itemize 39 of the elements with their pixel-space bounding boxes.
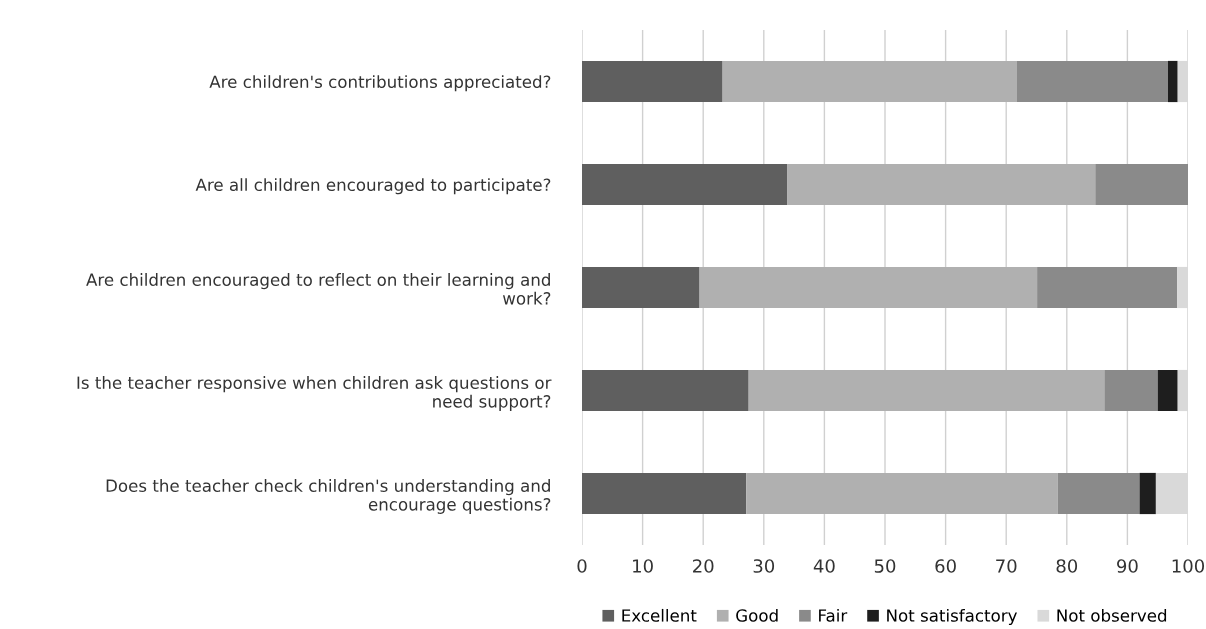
bar <box>722 60 1017 103</box>
x-tick-label: 60 <box>935 559 956 573</box>
x-tick-label: 10 <box>633 559 653 573</box>
x-tick-label: 80 <box>1056 559 1078 573</box>
bar <box>1037 266 1178 309</box>
bar <box>582 266 700 309</box>
x-tick-label: 100 <box>1172 559 1205 573</box>
x-tick-label: 90 <box>1117 559 1138 573</box>
legend-label: Fair <box>819 608 848 622</box>
bar <box>1095 163 1188 206</box>
x-tick-label: 40 <box>813 559 835 573</box>
bar <box>582 369 749 412</box>
y-tick-label: Are children's contributions appreciated? <box>209 75 551 92</box>
bar <box>582 163 788 206</box>
legend-label: Not satisfactory <box>887 608 1017 626</box>
x-tick-label: 50 <box>874 559 896 573</box>
bar <box>699 266 1038 309</box>
bar <box>582 472 747 515</box>
y-tick-label: Are children encouraged to reflect on their learning and work? <box>86 273 551 305</box>
bar <box>1016 60 1168 103</box>
legend-label: Good <box>736 608 778 622</box>
bar <box>1168 60 1178 103</box>
x-tick-label: 30 <box>753 559 775 573</box>
bar <box>1057 472 1140 515</box>
bar <box>1104 369 1158 412</box>
bar <box>748 369 1105 412</box>
bar <box>582 60 723 103</box>
bar <box>1139 472 1156 515</box>
legend-label: Not observed <box>1057 608 1167 622</box>
x-tick-label: 20 <box>693 559 714 573</box>
x-tick-label: 70 <box>996 559 1017 573</box>
bar <box>1157 369 1178 412</box>
bar <box>787 163 1096 206</box>
bar <box>746 472 1058 515</box>
x-tick-label: 0 <box>577 559 587 573</box>
y-tick-label: Are all children encouraged to participate? <box>195 178 551 195</box>
y-tick-label: Does the teacher check children's understanding and encourage questions? <box>106 479 551 514</box>
legend-label: Excellent <box>622 608 697 622</box>
y-tick-label: Is the teacher responsive when children ask questions or need support? <box>77 376 552 411</box>
